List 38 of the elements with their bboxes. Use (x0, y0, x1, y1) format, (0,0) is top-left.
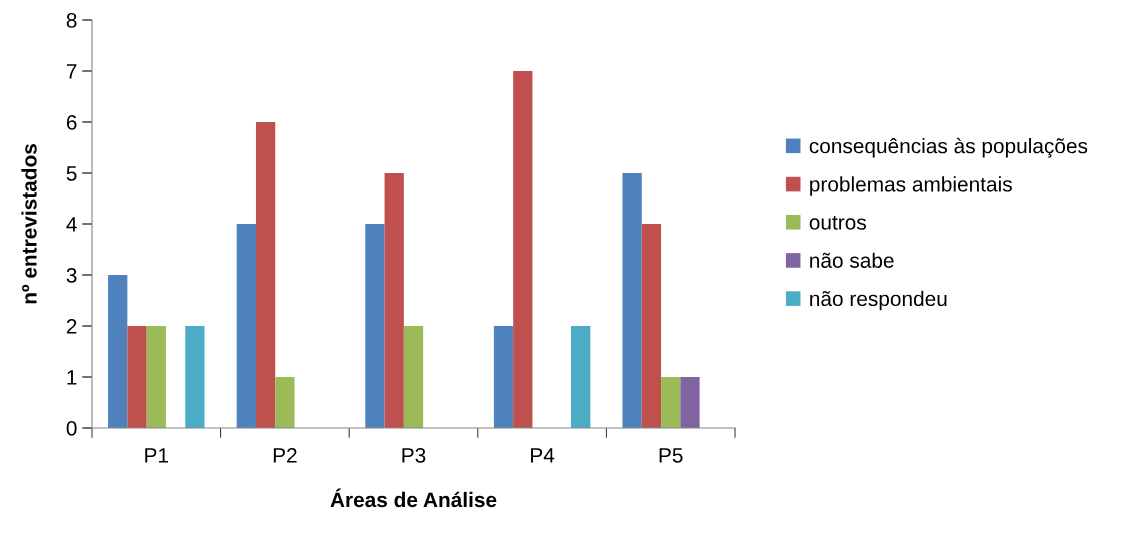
x-tick-label: P5 (659, 448, 683, 463)
bar (641, 224, 662, 428)
bar (127, 326, 147, 428)
x-tick-label: P2 (273, 447, 297, 463)
bar (571, 326, 591, 428)
y-tick-label: 1 (67, 370, 77, 385)
y-tick-label: 2 (66, 319, 77, 334)
legend-label: problemas ambientais (810, 176, 1012, 196)
x-tick-label: P3 (402, 447, 426, 463)
bar (236, 224, 256, 428)
legend-label: consequências às populações (809, 137, 1088, 158)
y-tick-label: 6 (66, 115, 77, 130)
y-tick-label: 3 (66, 268, 77, 283)
legend-label: outros (809, 216, 866, 230)
y-tick-label: 5 (66, 166, 77, 181)
x-tick-label: P4 (531, 448, 555, 463)
y-tick-label: 7 (66, 64, 77, 79)
legend-label: não sabe (810, 252, 894, 268)
y-tick-label: 0 (66, 421, 77, 436)
y-tick-label: 4 (66, 217, 77, 232)
bar (384, 173, 404, 428)
bar (108, 275, 128, 428)
bar (513, 71, 533, 428)
bar (146, 326, 166, 428)
bar (185, 326, 205, 428)
bar (403, 326, 424, 428)
bar (493, 326, 514, 428)
y-tick-label: 8 (66, 13, 77, 28)
bar (661, 377, 681, 428)
legend-label: não respondeu (810, 290, 947, 311)
bar (622, 173, 642, 428)
bar (275, 377, 295, 428)
y-axis-title: nº entrevistados (21, 144, 37, 304)
bar (365, 224, 385, 428)
bar (255, 122, 276, 428)
x-axis-title: Áreas de Análise (330, 488, 497, 508)
x-tick-label: P1 (145, 448, 169, 463)
bar (680, 377, 700, 428)
